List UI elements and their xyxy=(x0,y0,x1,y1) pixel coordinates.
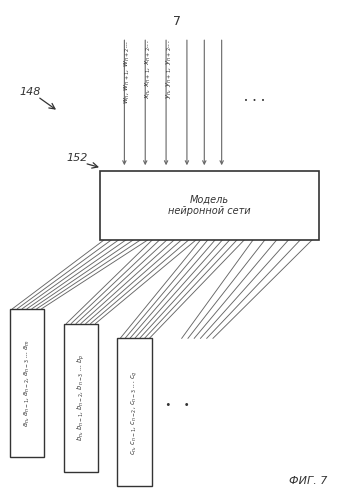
Text: 7: 7 xyxy=(173,15,180,28)
Bar xyxy=(100,171,319,240)
Text: $w_n$, $w_{n+1}$, $w_{n+2}$...: $w_n$, $w_{n+1}$, $w_{n+2}$... xyxy=(123,40,132,104)
Text: $y_n$, $y_{n+1}$, $y_{n+2}$...: $y_n$, $y_{n+1}$, $y_{n+2}$... xyxy=(165,40,174,99)
Text: 152: 152 xyxy=(67,153,88,163)
Bar xyxy=(118,338,152,487)
Text: $c_n$, $c_{n-1}$, $c_{n-2}$, $c_{n-3}$ ... $c_q$: $c_n$, $c_{n-1}$, $c_{n-2}$, $c_{n-3}$ .… xyxy=(130,370,140,455)
Text: Модель
нейронной сети: Модель нейронной сети xyxy=(168,194,251,216)
Text: •  •  •: • • • xyxy=(244,98,265,104)
Text: •    •    •: • • • xyxy=(146,400,189,410)
Text: $x_n$, $x_{n+1}$, $x_{n+2}$...: $x_n$, $x_{n+1}$, $x_{n+2}$... xyxy=(144,40,153,99)
Text: $b_n$, $b_{n-1}$, $b_{n-2}$, $b_{n-3}$ ... $b_p$: $b_n$, $b_{n-1}$, $b_{n-2}$, $b_{n-3}$ .… xyxy=(75,354,87,441)
Text: 148: 148 xyxy=(20,87,41,97)
Bar xyxy=(10,309,44,457)
Bar xyxy=(64,323,98,472)
Text: ФИГ. 7: ФИГ. 7 xyxy=(289,477,328,487)
Text: $a_n$, $a_{n-1}$, $a_{n-2}$, $a_{n-3}$ ... $a_m$: $a_n$, $a_{n-1}$, $a_{n-2}$, $a_{n-3}$ .… xyxy=(23,339,32,427)
